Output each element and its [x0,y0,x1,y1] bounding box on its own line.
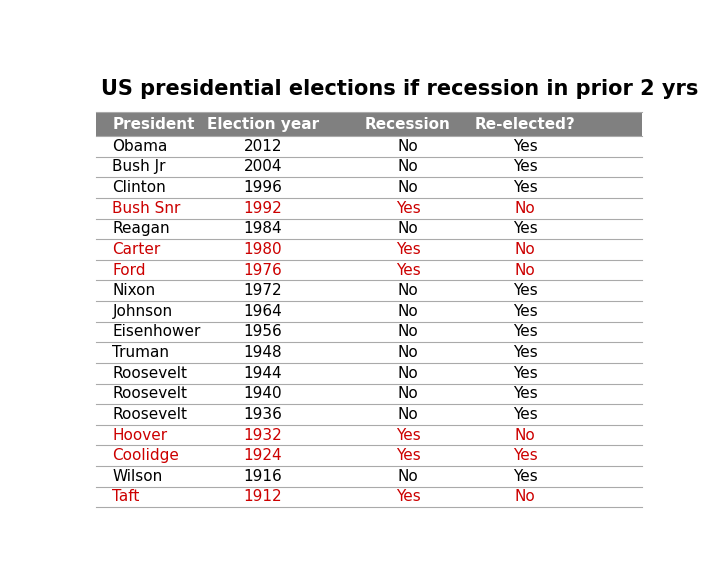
Text: No: No [397,283,418,298]
Text: 1992: 1992 [243,201,282,215]
Text: No: No [397,324,418,340]
Text: No: No [515,263,536,278]
Text: Yes: Yes [396,242,420,257]
Text: 2012: 2012 [244,139,282,154]
Text: No: No [397,345,418,360]
Text: No: No [515,201,536,215]
Text: Coolidge: Coolidge [112,448,179,463]
Text: No: No [397,407,418,422]
Text: Yes: Yes [513,221,538,237]
Text: Nixon: Nixon [112,283,156,298]
Text: Yes: Yes [513,366,538,381]
Text: Recession: Recession [365,117,451,132]
Text: No: No [397,160,418,174]
Text: 1984: 1984 [243,221,282,237]
Text: Hoover: Hoover [112,428,168,442]
Text: Re-elected?: Re-elected? [475,117,575,132]
Text: No: No [515,490,536,504]
Text: Johnson: Johnson [112,304,173,319]
Text: Yes: Yes [396,263,420,278]
Text: Yes: Yes [513,448,538,463]
Text: Yes: Yes [513,160,538,174]
Text: Clinton: Clinton [112,180,166,195]
Text: 1964: 1964 [243,304,282,319]
Text: No: No [397,221,418,237]
Text: Bush Snr: Bush Snr [112,201,181,215]
Text: 1972: 1972 [243,283,282,298]
Text: Roosevelt: Roosevelt [112,366,187,381]
Text: 2004: 2004 [244,160,282,174]
Text: Yes: Yes [513,180,538,195]
Text: 1916: 1916 [243,469,282,484]
Text: Yes: Yes [396,428,420,442]
Text: Yes: Yes [396,490,420,504]
Text: No: No [397,304,418,319]
Text: 1956: 1956 [243,324,282,340]
Text: Ford: Ford [112,263,146,278]
Text: Taft: Taft [112,490,140,504]
Text: 1940: 1940 [243,386,282,401]
Text: Yes: Yes [513,304,538,319]
Text: Election year: Election year [207,117,319,132]
Text: Bush Jr: Bush Jr [112,160,166,174]
Text: No: No [397,139,418,154]
Text: Yes: Yes [513,139,538,154]
Text: Truman: Truman [112,345,169,360]
Text: 1944: 1944 [243,366,282,381]
Text: Roosevelt: Roosevelt [112,407,187,422]
FancyBboxPatch shape [96,112,642,136]
Text: 1976: 1976 [243,263,282,278]
Text: No: No [515,428,536,442]
Text: Carter: Carter [112,242,161,257]
Text: Yes: Yes [513,407,538,422]
Text: 1936: 1936 [243,407,282,422]
Text: 1912: 1912 [243,490,282,504]
Text: Obama: Obama [112,139,168,154]
Text: 1948: 1948 [243,345,282,360]
Text: No: No [397,469,418,484]
Text: 1924: 1924 [243,448,282,463]
Text: 1980: 1980 [243,242,282,257]
Text: Yes: Yes [513,386,538,401]
Text: Yes: Yes [513,324,538,340]
Text: Yes: Yes [513,469,538,484]
Text: 1996: 1996 [243,180,282,195]
Text: President: President [112,117,195,132]
Text: Yes: Yes [396,448,420,463]
Text: No: No [515,242,536,257]
Text: Wilson: Wilson [112,469,163,484]
Text: Yes: Yes [513,345,538,360]
Text: Yes: Yes [513,283,538,298]
Text: No: No [397,366,418,381]
Text: No: No [397,386,418,401]
Text: No: No [397,180,418,195]
Text: Reagan: Reagan [112,221,170,237]
Text: Eisenhower: Eisenhower [112,324,201,340]
Text: Yes: Yes [396,201,420,215]
Text: 1932: 1932 [243,428,282,442]
Text: US presidential elections if recession in prior 2 yrs: US presidential elections if recession i… [101,79,698,99]
Text: Roosevelt: Roosevelt [112,386,187,401]
